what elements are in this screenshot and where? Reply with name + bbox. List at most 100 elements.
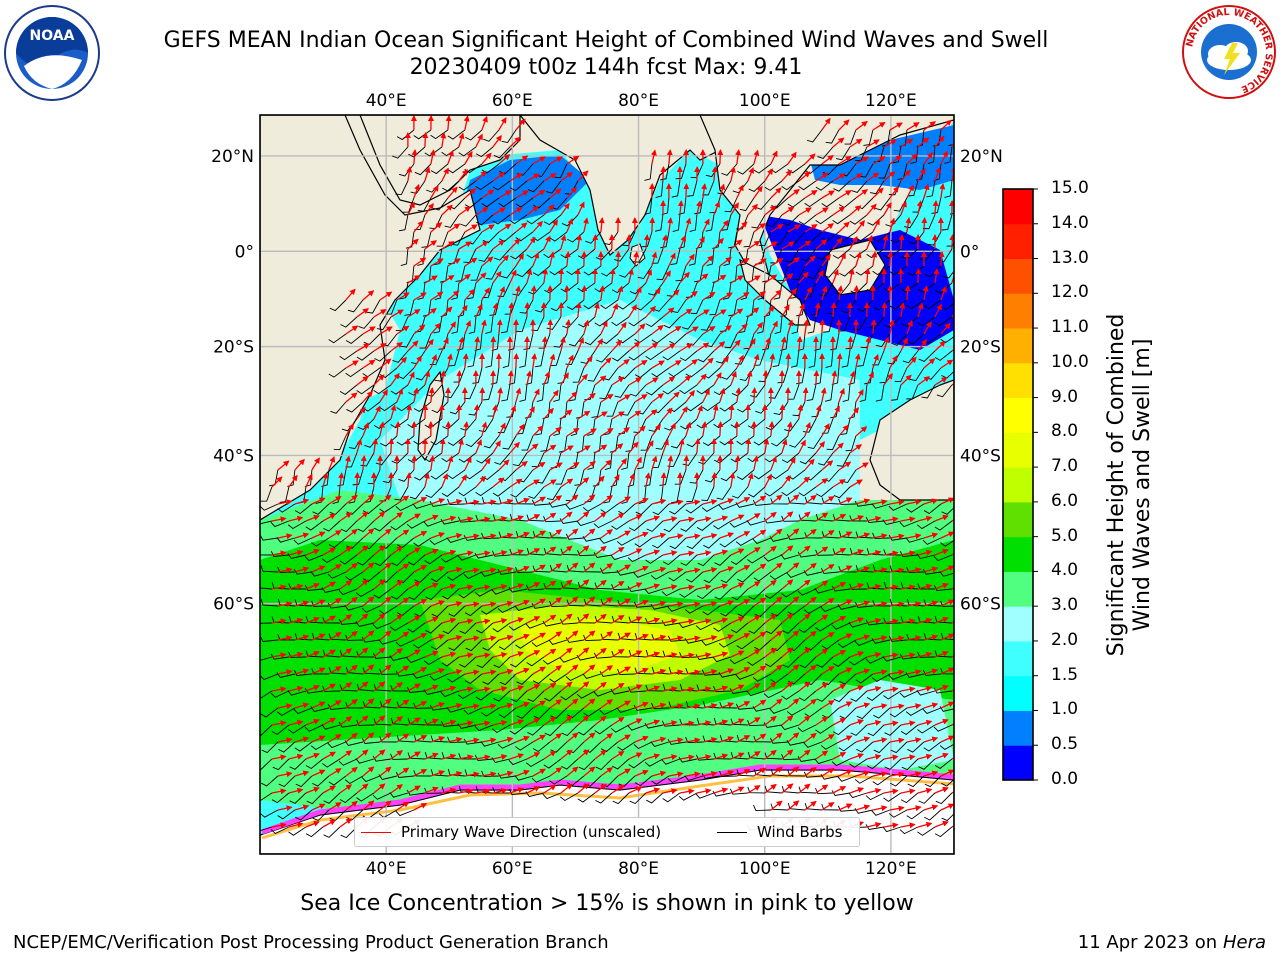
wave-direction-arrow (479, 387, 486, 403)
wind-barb (703, 537, 721, 549)
wind-barb (730, 554, 749, 565)
wind-barb (304, 584, 323, 591)
wind-barb (565, 533, 584, 540)
wind-barb (766, 214, 783, 228)
wave-direction-arrow (660, 166, 667, 182)
wind-barb (448, 350, 460, 367)
wind-barb (799, 452, 817, 465)
wind-barb (764, 486, 783, 497)
wind-barb (361, 605, 381, 613)
wind-barb (737, 605, 755, 618)
wind-barb (646, 384, 664, 396)
wind-barb (713, 520, 732, 530)
wind-barb (781, 180, 800, 191)
colorbar-tick-label: 0.5 (1051, 734, 1079, 755)
wind-barb (764, 588, 783, 599)
wind-barb (405, 231, 415, 249)
wind-barb (332, 486, 341, 504)
wind-barb (910, 146, 919, 164)
wave-direction-arrow (949, 234, 954, 250)
wind-barb (922, 568, 941, 575)
wave-direction-arrow (958, 325, 969, 334)
footer-date-text: 11 Apr 2023 on (1077, 932, 1223, 953)
wind-barb (409, 486, 426, 500)
wind-barb (408, 588, 426, 601)
wind-barb (594, 582, 612, 590)
wind-barb (501, 129, 517, 144)
wind-barb (815, 549, 833, 556)
wind-barb (660, 231, 670, 249)
wind-barb (878, 163, 891, 179)
wind-barb (527, 180, 545, 193)
lon-tick-label-bottom: 100°E (739, 859, 791, 879)
wind-barb (340, 316, 358, 328)
wind-barb (412, 503, 432, 509)
wind-barb (373, 418, 392, 429)
wind-barb (921, 384, 936, 399)
wind-barb (719, 316, 732, 332)
wind-barb (440, 554, 460, 563)
wind-barb (260, 554, 272, 556)
wind-barb (492, 214, 511, 225)
wind-barb (546, 316, 562, 330)
wind-barb (373, 384, 392, 395)
wind-barb (735, 537, 755, 546)
wind-barb (866, 282, 885, 293)
wind-barb (483, 435, 500, 449)
wind-barb (525, 584, 544, 591)
wind-barb (686, 486, 698, 503)
wind-barb (716, 486, 732, 500)
wind-barb (940, 600, 954, 607)
wind-barb (732, 180, 749, 194)
wind-barb (392, 146, 409, 159)
wind-barb (560, 282, 579, 293)
wind-barb (675, 163, 687, 180)
wind-barb (604, 452, 613, 471)
wind-barb (806, 129, 823, 143)
wind-barb (672, 214, 681, 233)
colorbar-tick-label: 12.0 (1051, 282, 1089, 303)
wind-barb (458, 180, 477, 191)
wind-barb (310, 571, 330, 577)
wind-barb (932, 129, 942, 147)
wind-barb (944, 146, 953, 164)
wind-barb (834, 282, 851, 296)
wind-barb (842, 384, 851, 403)
wind-barb (866, 248, 885, 259)
wave-direction-arrow (649, 217, 656, 233)
wind-barb (356, 350, 375, 361)
wind-barb (287, 520, 307, 530)
wind-barb (355, 588, 375, 598)
wind-barb (645, 350, 664, 361)
wind-barb (796, 367, 806, 385)
wind-barb (724, 333, 738, 349)
wind-barb (478, 418, 494, 433)
wind-barb (730, 452, 749, 463)
wind-barb (750, 384, 766, 398)
wind-barb (463, 384, 477, 400)
wind-barb (900, 282, 919, 293)
colorbar-tick-label: 5.0 (1051, 525, 1079, 546)
wave-direction-arrow (785, 353, 792, 369)
wind-barb (926, 180, 936, 198)
wind-barb (732, 486, 749, 499)
wind-barb (790, 350, 800, 368)
wind-barb (679, 384, 698, 395)
wave-direction-arrow (958, 633, 970, 640)
wind-barb (390, 384, 409, 395)
wind-barb (329, 299, 347, 312)
lat-tick-label-right: 20°S (960, 338, 1001, 358)
wind-barb (716, 350, 732, 364)
wind-barb (680, 554, 698, 566)
wind-barb (633, 601, 652, 608)
wind-barb (871, 503, 891, 509)
wind-barb (714, 554, 732, 566)
colorbar-tick-label: 13.0 (1051, 247, 1089, 268)
wave-direction-arrow (711, 472, 718, 488)
wind-barb (636, 452, 647, 470)
wind-barb (494, 452, 511, 465)
wind-barb (476, 452, 494, 464)
wind-barb (330, 401, 347, 414)
wind-barb (927, 146, 936, 165)
wind-barb (769, 571, 789, 580)
